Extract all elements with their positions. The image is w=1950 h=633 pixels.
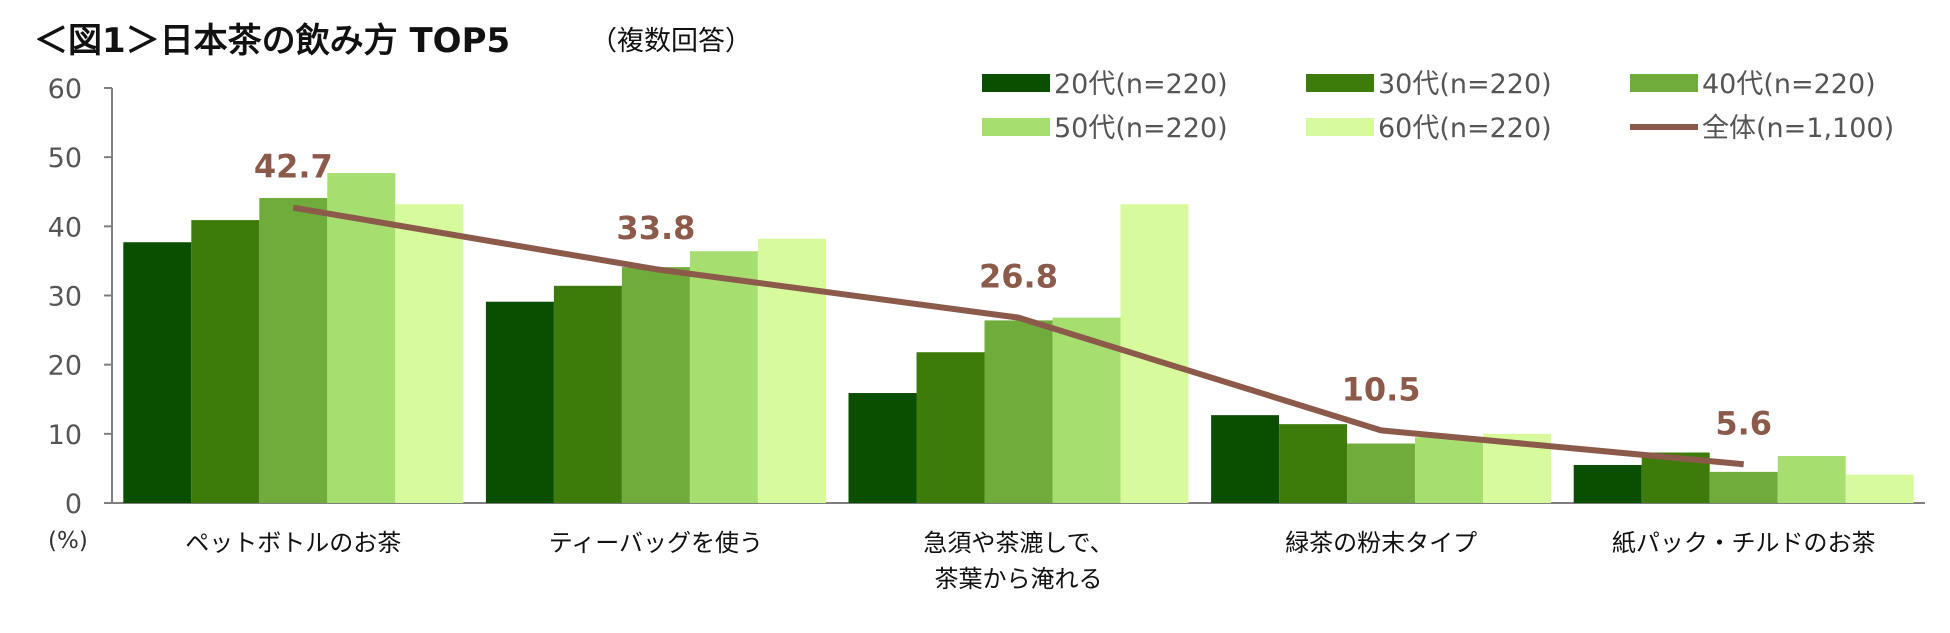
bar [916, 352, 985, 503]
bar [621, 267, 690, 503]
chart-subtitle: （複数回答） [590, 26, 752, 57]
y-unit-label: (%) [48, 528, 88, 554]
bar [1211, 415, 1280, 503]
bars [123, 173, 1914, 504]
category-labels: ペットボトルのお茶 ティーバッグを使う 急須や茶漉しで、茶葉から淹れる 緑茶の粉末タイ… [185, 529, 1875, 593]
total-series-line [292, 204, 1744, 468]
legend-label: 60代(n=220) [1378, 113, 1552, 144]
legend-swatch [1630, 74, 1698, 92]
bar [1845, 474, 1914, 503]
bar [485, 301, 554, 503]
total-data-label: 5.6 [1715, 404, 1772, 442]
bar [123, 242, 192, 503]
y-tick-label: 60 [48, 74, 82, 105]
chart-title-main: ＜図1＞日本茶の飲み方 TOP5 [34, 21, 510, 61]
legend-label: 全体(n=1,100) [1702, 113, 1894, 144]
bar [191, 220, 260, 503]
total-data-label: 26.8 [979, 258, 1058, 296]
y-tick-label: 50 [48, 143, 82, 174]
bar [984, 320, 1053, 503]
legend: 20代(n=220) 30代(n=220) 40代(n=220) 50代(n=220)… [982, 69, 1894, 144]
category-label: 急須や茶漉しで、 [923, 529, 1113, 557]
legend-swatch [1306, 118, 1374, 136]
chart-title: ＜図1＞日本茶の飲み方 TOP5 （複数回答） [34, 21, 752, 61]
category-label: 紙パック・チルドのお茶 [1612, 529, 1876, 557]
bar [757, 238, 826, 504]
bar [327, 173, 396, 503]
total-data-label: 33.8 [616, 209, 695, 247]
y-tick-label: 40 [48, 212, 82, 243]
y-tick-label: 10 [48, 420, 82, 451]
bar [1415, 437, 1484, 503]
y-tick-label: 30 [48, 282, 82, 313]
category-label: ペットボトルのお茶 [185, 529, 401, 557]
legend-swatch [1306, 74, 1374, 92]
legend-label: 40代(n=220) [1702, 69, 1876, 100]
total-data-label: 42.7 [254, 148, 333, 186]
legend-swatch [982, 118, 1050, 136]
bar [1279, 424, 1348, 503]
legend-swatch [982, 74, 1050, 92]
legend-label: 20代(n=220) [1054, 69, 1228, 100]
y-tick-label: 0 [65, 489, 82, 520]
legend-label: 50代(n=220) [1054, 113, 1228, 144]
total-data-label: 10.5 [1342, 370, 1421, 408]
y-tick-label: 20 [48, 351, 82, 382]
bar [1573, 464, 1642, 503]
bar [259, 197, 328, 503]
category-label: 緑茶の粉末タイプ [1285, 529, 1477, 557]
bar [1777, 455, 1846, 503]
bar [395, 204, 464, 503]
bar [689, 251, 758, 503]
category-label: ティーバッグを使う [549, 529, 763, 557]
legend-label: 30代(n=220) [1378, 69, 1552, 100]
bar [1347, 443, 1416, 503]
bar [553, 285, 622, 503]
total-line: 42.7 33.8 26.8 10.5 5.6 [254, 148, 1772, 468]
category-label: 茶葉から淹れる [935, 565, 1103, 593]
bar [1709, 471, 1778, 503]
bar [848, 393, 917, 503]
